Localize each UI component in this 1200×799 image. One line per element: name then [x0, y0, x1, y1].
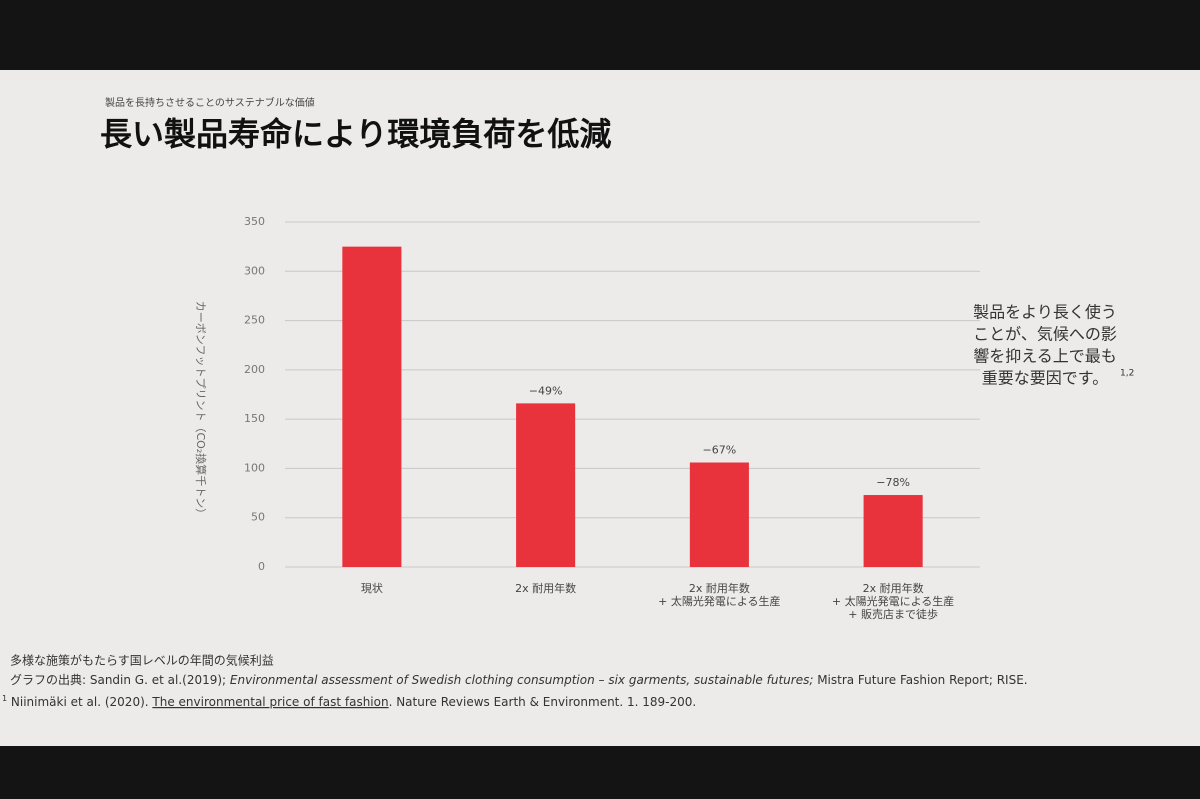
bar-annotation: −49%: [529, 384, 563, 397]
source-suffix: Mistra Future Fashion Report; RISE.: [813, 673, 1027, 687]
y-tick-label: 300: [244, 264, 265, 277]
chart-title: 長い製品寿命により環境負荷を低減: [100, 115, 611, 153]
side-note: 響を抑える上で最も: [973, 347, 1117, 366]
y-tick-label: 0: [258, 560, 265, 573]
slide: [0, 70, 1200, 746]
side-note: 重要な要因です。: [982, 369, 1108, 388]
y-tick-label: 350: [244, 215, 265, 228]
ref-title: The environmental price of fast fashion: [151, 695, 388, 709]
y-tick-label: 250: [244, 314, 265, 327]
x-tick-label: 現状: [361, 581, 383, 595]
y-tick-label: 100: [244, 461, 265, 474]
side-note-ref: 1,2: [1120, 369, 1134, 379]
source-prefix: グラフの出典: Sandin G. et al.(2019);: [10, 673, 230, 687]
bar: [863, 495, 923, 567]
bar-annotation: −78%: [876, 476, 910, 489]
subtitle: 製品を長持ちさせることのサステナブルな価値: [105, 96, 315, 109]
ref-prefix: Niinimäki et al. (2020).: [7, 695, 152, 709]
y-axis-label: カーボンフットプリント（CO₂換算千トン）: [194, 301, 208, 519]
bar-annotation: −67%: [703, 444, 737, 457]
y-tick-label: 150: [244, 412, 265, 425]
bar: [516, 403, 576, 567]
y-tick-label: 200: [244, 363, 265, 376]
footnote-source: グラフの出典: Sandin G. et al.(2019); Environm…: [10, 673, 1028, 687]
x-tick-label: + 太陽光発電による生産: [832, 594, 954, 608]
source-title: Environmental assessment of Swedish clot…: [230, 673, 813, 687]
footnote-heading: 多様な施策がもたらす国レベルの年間の気候利益: [10, 653, 274, 668]
y-tick-label: 50: [251, 511, 265, 524]
side-note: ことが、気候への影: [973, 325, 1117, 344]
x-tick-label: 2x 耐用年数: [863, 581, 924, 595]
ref-mark: 1: [2, 694, 7, 703]
bar: [342, 246, 402, 567]
side-note: 製品をより長く使う: [973, 303, 1117, 322]
x-tick-label: + 販売店まで徒歩: [848, 607, 938, 621]
footnote-ref: 1 Niinimäki et al. (2020). The environme…: [2, 694, 696, 709]
x-tick-label: 2x 耐用年数: [689, 581, 750, 595]
ref-suffix: . Nature Reviews Earth & Environment. 1.…: [389, 695, 697, 709]
bar: [689, 462, 749, 567]
x-tick-label: 2x 耐用年数: [515, 581, 576, 595]
x-tick-label: + 太陽光発電による生産: [658, 594, 780, 608]
